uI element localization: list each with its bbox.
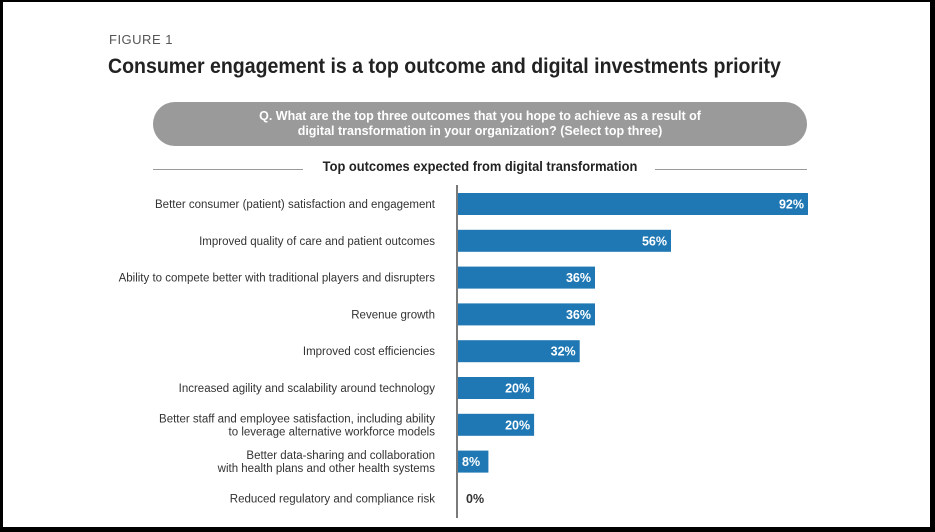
bar-7 <box>458 413 535 436</box>
category-label-6: Increased agility and scalability around… <box>179 383 436 395</box>
category-label-5: Improved cost efficiencies <box>303 346 435 358</box>
category-label-7: Better staff and employee satisfaction, … <box>159 413 435 438</box>
value-label-3: 36% <box>566 271 591 285</box>
bar-2 <box>458 229 671 252</box>
value-label-7: 20% <box>505 418 530 432</box>
category-label-line: Increased agility and scalability around… <box>179 383 436 395</box>
figure-frame <box>3 2 930 527</box>
subtitle-rule-left <box>153 169 303 170</box>
category-label-line: Revenue growth <box>351 309 435 321</box>
value-label-2: 56% <box>642 234 667 248</box>
category-label-line: Better data-sharing and collaboration <box>246 450 435 462</box>
value-label-8: 8% <box>462 455 480 469</box>
bar-8 <box>458 450 489 473</box>
figure-label: FIGURE 1 <box>109 32 173 47</box>
bar-3 <box>458 266 595 289</box>
category-label-line: to leverage alternative workforce models <box>229 426 436 438</box>
subtitle-rule-right <box>655 169 807 170</box>
category-label-9: Reduced regulatory and compliance risk <box>230 493 435 505</box>
bar-4 <box>458 303 595 326</box>
bar-5 <box>458 340 580 363</box>
category-label-line: Reduced regulatory and compliance risk <box>230 493 435 505</box>
survey-question: Q. What are the top three outcomes that … <box>153 102 807 146</box>
figure-title: Consumer engagement is a top outcome and… <box>108 55 781 78</box>
category-label-line: Better consumer (patient) satisfaction a… <box>155 199 436 211</box>
survey-question-text: Q. What are the top three outcomes that … <box>259 109 701 138</box>
bars-layer: 92% Better consumer (patient) satisfactio… <box>119 193 808 506</box>
category-label-line: Ability to compete better with tradition… <box>119 273 436 285</box>
category-label-2: Improved quality of care and patient out… <box>199 236 435 248</box>
category-label-4: Revenue growth <box>351 309 435 321</box>
value-label-5: 32% <box>551 345 576 359</box>
category-label-line: Improved cost efficiencies <box>303 346 435 358</box>
value-label-6: 20% <box>505 382 530 396</box>
category-label-3: Ability to compete better with tradition… <box>119 273 436 285</box>
bar-1 <box>458 193 808 215</box>
category-label-line: with health plans and other health syste… <box>217 463 436 475</box>
value-label-4: 36% <box>566 308 591 322</box>
bar-6 <box>458 377 535 399</box>
value-label-9: 0% <box>466 492 484 506</box>
chart-title: Top outcomes expected from digital trans… <box>322 158 638 174</box>
value-label-1: 92% <box>779 198 804 212</box>
category-label-1: Better consumer (patient) satisfaction a… <box>155 199 436 211</box>
category-label-line: Better staff and employee satisfaction, … <box>159 413 435 425</box>
category-label-8: Better data-sharing and collaboration wit… <box>217 450 436 475</box>
category-label-line: Improved quality of care and patient out… <box>199 236 435 248</box>
